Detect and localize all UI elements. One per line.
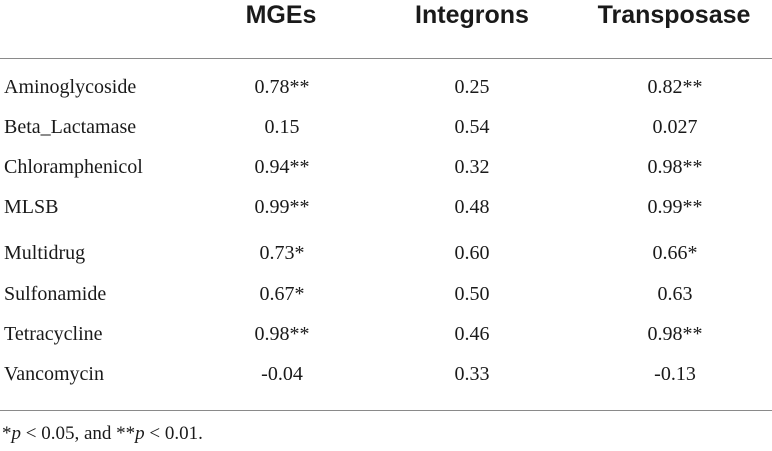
header-divider xyxy=(0,58,772,59)
cell-transposase: 0.66* xyxy=(652,242,698,264)
footnote-p-symbol: p xyxy=(135,423,145,444)
column-header-transposase: Transposase xyxy=(597,1,751,29)
cell-mges: 0.78** xyxy=(254,76,310,98)
footnote-text-a: < 0.05, and ** xyxy=(21,423,136,444)
cell-integrons: 0.48 xyxy=(454,196,490,218)
table-header-row: MGEs Integrons Transposase xyxy=(0,0,772,58)
row-label: Tetracycline xyxy=(4,323,103,345)
cell-mges: 0.98** xyxy=(254,323,310,345)
cell-integrons: 0.54 xyxy=(454,116,490,138)
row-label: Vancomycin xyxy=(4,363,104,385)
row-label: MLSB xyxy=(4,196,59,218)
cell-integrons: 0.25 xyxy=(454,76,490,98)
cell-transposase: 0.98** xyxy=(647,323,703,345)
cell-mges: -0.04 xyxy=(261,363,303,385)
row-label: Beta_Lactamase xyxy=(4,116,137,138)
cell-transposase: -0.13 xyxy=(654,363,696,385)
cell-mges: 0.99** xyxy=(254,196,310,218)
cell-transposase: 0.027 xyxy=(652,116,698,138)
row-label: Sulfonamide xyxy=(4,283,107,305)
cell-mges: 0.15 xyxy=(264,116,300,138)
column-header-mges: MGEs xyxy=(245,1,317,29)
row-label: Multidrug xyxy=(4,242,86,264)
table-row: Vancomycin -0.04 0.33 -0.13 xyxy=(0,354,772,394)
row-label: Aminoglycoside xyxy=(4,76,137,98)
column-header-integrons: Integrons xyxy=(415,1,529,29)
table-row: Chloramphenicol 0.94** 0.32 0.98** xyxy=(0,147,772,187)
cell-integrons: 0.32 xyxy=(454,156,490,178)
table-row: Multidrug 0.73* 0.60 0.66* xyxy=(0,233,772,273)
table-row: Beta_Lactamase 0.15 0.54 0.027 xyxy=(0,107,772,147)
table-row: Sulfonamide 0.67* 0.50 0.63 xyxy=(0,274,772,314)
cell-integrons: 0.33 xyxy=(454,363,490,385)
footnote-p-symbol: p xyxy=(11,423,22,444)
table-row: Aminoglycoside 0.78** 0.25 0.82** xyxy=(0,67,772,107)
cell-mges: 0.94** xyxy=(254,156,310,178)
footnote-star: * xyxy=(2,423,12,444)
cell-integrons: 0.50 xyxy=(454,283,490,305)
cell-transposase: 0.99** xyxy=(647,196,703,218)
cell-mges: 0.67* xyxy=(259,283,305,305)
cell-transposase: 0.63 xyxy=(657,283,693,305)
cell-mges: 0.73* xyxy=(259,242,305,264)
row-label: Chloramphenicol xyxy=(4,156,143,178)
cell-integrons: 0.60 xyxy=(454,242,490,264)
table-row: MLSB 0.99** 0.48 0.99** xyxy=(0,187,772,227)
table-row: Tetracycline 0.98** 0.46 0.98** xyxy=(0,314,772,354)
cell-transposase: 0.98** xyxy=(647,156,703,178)
cell-integrons: 0.46 xyxy=(454,323,490,345)
table-footnote: *p < 0.05, and **p < 0.01. xyxy=(2,422,203,446)
footnote-text-b: < 0.01. xyxy=(144,423,203,444)
cell-transposase: 0.82** xyxy=(647,76,703,98)
footer-divider xyxy=(0,410,772,411)
